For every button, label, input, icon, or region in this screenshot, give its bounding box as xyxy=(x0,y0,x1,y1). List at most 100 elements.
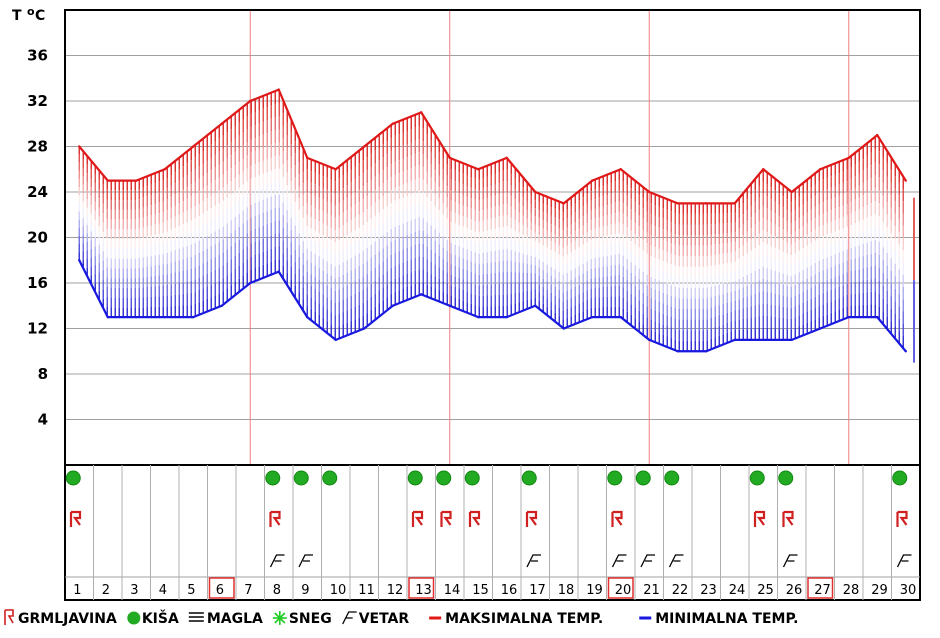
legend-item-min: MINIMALNA TEMP. xyxy=(639,611,798,627)
max-temp-point xyxy=(391,122,394,125)
legend-item-thunder: GRMLJAVINA xyxy=(4,609,117,627)
min-temp-point xyxy=(363,327,366,330)
day-label: 14 xyxy=(444,583,461,598)
thunder-icon xyxy=(440,510,452,527)
series-lines xyxy=(78,88,907,353)
y-tick-label: 36 xyxy=(27,47,48,65)
wind-glyph xyxy=(611,554,627,568)
wind-glyph xyxy=(782,554,798,568)
max-temp-point xyxy=(619,168,622,171)
wind-glyph xyxy=(640,554,655,568)
day-label: 25 xyxy=(757,583,774,598)
min-temp-point xyxy=(705,350,708,353)
thunder-icon xyxy=(69,510,82,527)
wind-icon xyxy=(342,611,357,625)
y-tick-label: 32 xyxy=(27,92,48,110)
rain-icon xyxy=(436,470,452,486)
max-temp-point xyxy=(306,156,309,160)
max-temp-point xyxy=(363,145,366,148)
max-temp-point xyxy=(534,190,537,194)
thunder-icon xyxy=(468,510,481,527)
legend-item-max: MAKSIMALNA TEMP. xyxy=(429,611,603,627)
min-temp-point xyxy=(192,315,195,319)
rain-icon xyxy=(464,470,480,486)
day-label: 8 xyxy=(273,583,281,598)
wind-glyph xyxy=(269,554,285,568)
thunder-icon xyxy=(525,510,538,527)
thunder-glyph xyxy=(69,510,82,527)
max-temp-point xyxy=(591,179,594,182)
min-temp-point xyxy=(534,304,537,307)
max-temp-point xyxy=(78,145,81,148)
snow-icon xyxy=(274,612,286,624)
thunder-icon xyxy=(411,510,424,527)
thunder-icon xyxy=(896,510,908,527)
day-label: 5 xyxy=(187,583,195,598)
max-temp-point xyxy=(904,179,907,182)
day-label: 19 xyxy=(586,583,603,598)
thunder-glyph xyxy=(753,510,766,527)
min-temp-point xyxy=(106,315,109,319)
thunder-icon xyxy=(4,609,14,625)
legend-label: MAKSIMALNA TEMP. xyxy=(445,611,603,627)
wind-icon xyxy=(611,554,627,568)
rain-icon xyxy=(892,470,908,486)
max-temp-point xyxy=(505,156,508,160)
wind-glyph xyxy=(896,554,912,568)
max-temp-point xyxy=(448,156,451,160)
max-temp-point xyxy=(334,168,337,171)
unit-degree: o xyxy=(27,5,35,18)
min-temp-point xyxy=(790,338,793,342)
day-label: 27 xyxy=(814,583,831,598)
rain-icon xyxy=(322,470,338,486)
day-label: 30 xyxy=(900,583,917,598)
thunder-glyph xyxy=(440,510,452,527)
max-temp-point xyxy=(135,179,138,182)
y-tick-label: 12 xyxy=(27,320,48,338)
unit-t: T xyxy=(12,8,22,24)
day-label: 6 xyxy=(216,583,224,598)
day-label: 24 xyxy=(729,583,746,598)
day-label: 1 xyxy=(73,583,81,598)
min-temp-point xyxy=(220,304,223,307)
highlighted-day-box xyxy=(807,577,834,599)
highlighted-day-box xyxy=(408,577,435,599)
min-temp-point xyxy=(876,315,879,319)
legend-label: KIŠA xyxy=(142,609,179,627)
max-temp-point xyxy=(676,202,679,205)
wind-icon xyxy=(782,554,798,568)
wind-icon xyxy=(298,554,313,568)
max-temp-point xyxy=(790,190,793,194)
max-temp-point xyxy=(847,156,850,160)
day-label: 28 xyxy=(843,583,860,598)
wind-icon xyxy=(526,554,541,568)
legend-label: SNEG xyxy=(289,611,332,627)
legend-label: MAGLA xyxy=(207,611,263,627)
min-temp-point xyxy=(619,315,622,319)
day-label: 10 xyxy=(330,583,347,598)
thunder-glyph xyxy=(411,510,424,527)
day-label: 20 xyxy=(615,583,632,598)
max-temp-point xyxy=(277,88,280,91)
thunder-icon xyxy=(269,510,281,527)
y-tick-label: 16 xyxy=(27,274,48,292)
day-label: 13 xyxy=(415,583,432,598)
day-label: 9 xyxy=(301,583,309,598)
max-temp-point xyxy=(648,190,651,194)
min-temp-point xyxy=(733,338,736,342)
temperature-bars xyxy=(78,90,915,363)
min-temp-point xyxy=(277,270,280,273)
y-axis-unit: T o C xyxy=(12,5,45,24)
rain-icon xyxy=(664,470,680,486)
min-temp-point xyxy=(306,315,309,319)
max-temp-point xyxy=(477,168,480,171)
min-temp-point xyxy=(505,315,508,319)
max-temp-point xyxy=(762,168,765,171)
y-axis-ticks: 4 8 12 16 20 24 28 32 36 xyxy=(27,47,48,429)
wind-icon xyxy=(896,554,912,568)
legend-label: VETAR xyxy=(359,611,410,627)
wind-icon xyxy=(640,554,655,568)
day-label: 3 xyxy=(130,583,138,598)
min-temp-point xyxy=(448,304,451,307)
